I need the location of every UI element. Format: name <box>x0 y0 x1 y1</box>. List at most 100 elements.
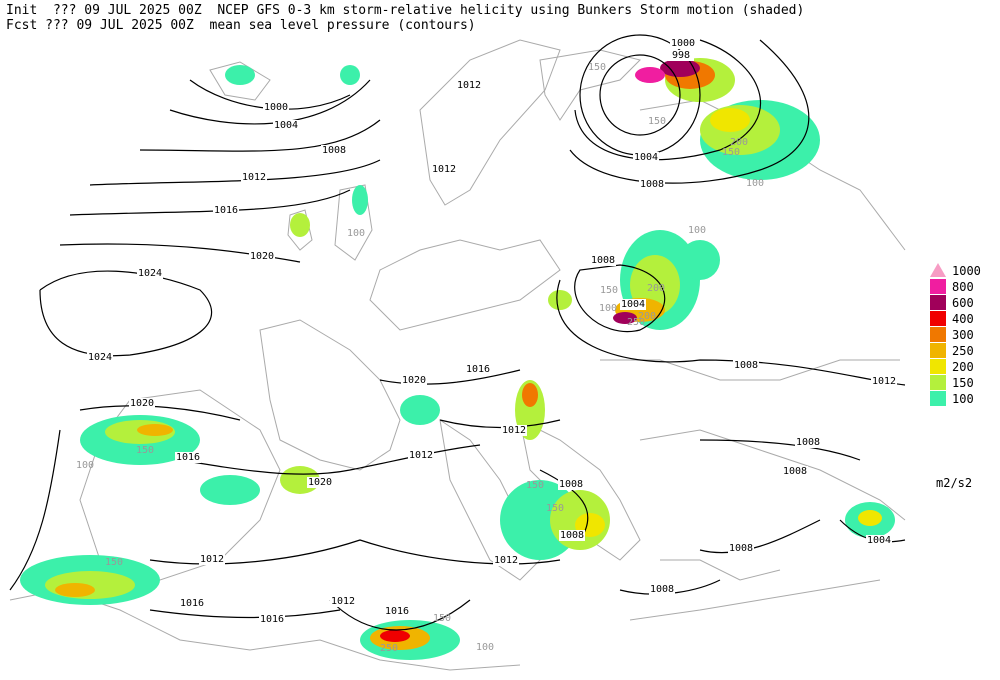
legend-label: 600 <box>952 296 974 310</box>
contour-label: 1020 <box>402 375 426 386</box>
legend-label: 100 <box>952 392 974 406</box>
contour-label-bg <box>129 398 155 409</box>
contour-label: 1008 <box>729 543 753 554</box>
contour-label: 1008 <box>640 179 664 190</box>
contour-label-bg <box>249 251 275 262</box>
contour-label-bg <box>213 205 239 216</box>
contour-label-bg <box>408 450 434 461</box>
helicity-area <box>137 424 173 436</box>
header-line-1: Init ??? 09 JUL 2025 00Z NCEP GFS 0-3 km… <box>6 3 804 18</box>
helicity-label: 100 <box>746 178 764 189</box>
header-line-2: Fcst ??? 09 JUL 2025 00Z mean sea level … <box>6 18 476 33</box>
contour-labels: 1000 1004 1008 1012 1016 1020 1024 1024 1012 1012… <box>87 38 897 625</box>
legend-swatch <box>930 295 946 310</box>
legend-label: 300 <box>952 328 974 342</box>
isobars <box>9 34 906 631</box>
contour-label-bg <box>871 376 897 387</box>
helicity-label: 100 <box>76 460 94 471</box>
contour-label-bg <box>590 255 616 266</box>
contour-label-bg <box>668 50 694 61</box>
contour-label-bg <box>795 437 821 448</box>
contour-label-bg <box>649 584 675 595</box>
helicity-area <box>635 67 665 83</box>
helicity-area <box>400 395 440 425</box>
legend-swatch <box>930 279 946 294</box>
contour-label: 1004 <box>621 299 645 310</box>
contour-label: 1012 <box>502 425 526 436</box>
helicity-label: 200 <box>647 283 665 294</box>
contour-label: 1016 <box>385 606 409 617</box>
helicity-area <box>290 213 310 237</box>
contour-label: 1012 <box>242 172 266 183</box>
contour-label-bg <box>330 596 356 607</box>
contour-label: 1016 <box>176 452 200 463</box>
contour-label-bg <box>456 80 482 91</box>
contour-label-bg <box>199 554 225 565</box>
helicity-label: 200 <box>638 311 656 322</box>
contour-label: 1012 <box>872 376 896 387</box>
contour-label-bg <box>866 535 892 546</box>
contour-label: 1008 <box>734 360 758 371</box>
helicity-label: 150 <box>433 613 451 624</box>
contour-label-bg <box>431 164 457 175</box>
legend-swatch <box>930 359 946 374</box>
helicity-label: 150 <box>722 147 740 158</box>
contour-label-bg <box>259 614 285 625</box>
contour-label: 1000 <box>671 38 695 49</box>
helicity-area <box>225 65 255 85</box>
contour-label: 1012 <box>457 80 481 91</box>
contour-label-bg <box>465 364 491 375</box>
helicity-area <box>858 510 882 526</box>
contour-label: 1008 <box>560 530 584 541</box>
helicity-label: 150 <box>546 503 564 514</box>
helicity-area <box>522 383 538 407</box>
contour-label: 1004 <box>274 120 298 131</box>
contour-label-bg <box>633 152 659 163</box>
contour-label-bg <box>241 172 267 183</box>
helicity-label: 250 <box>627 317 645 328</box>
helicity-area <box>548 290 572 310</box>
contour-label: 1008 <box>559 479 583 490</box>
legend-swatch <box>930 327 946 342</box>
contour-label: 1008 <box>650 584 674 595</box>
helicity-area <box>380 630 410 642</box>
helicity-label: 150 <box>600 285 618 296</box>
contour-label: 1016 <box>214 205 238 216</box>
helicity-area <box>45 571 135 599</box>
legend-swatch <box>930 311 946 326</box>
helicity-area <box>613 312 637 324</box>
contour-label: 1012 <box>432 164 456 175</box>
helicity-area <box>352 185 368 215</box>
contour-label-bg <box>558 479 584 490</box>
contour-label: 1008 <box>796 437 820 448</box>
helicity-area <box>660 59 700 77</box>
helicity-label: 250 <box>380 643 398 654</box>
contour-label-bg <box>501 425 527 436</box>
helicity-area <box>710 108 750 132</box>
contour-label-bg <box>321 145 347 156</box>
contour-label-bg <box>401 375 427 386</box>
contour-label: 1012 <box>200 554 224 565</box>
contour-label-bg <box>137 268 163 279</box>
contour-label: 1008 <box>322 145 346 156</box>
contour-label: 1012 <box>494 555 518 566</box>
contour-label: 1008 <box>783 466 807 477</box>
legend-swatch <box>930 375 946 390</box>
contour-label: 1020 <box>308 477 332 488</box>
helicity-label: 100 <box>347 228 365 239</box>
legend-label: 150 <box>952 376 974 390</box>
contour-label: 1024 <box>138 268 162 279</box>
legend-swatch <box>930 263 946 277</box>
helicity-label: 150 <box>588 62 606 73</box>
contour-label-bg <box>87 352 113 363</box>
contour-label-bg <box>620 299 646 310</box>
contour-label-bg <box>263 102 289 113</box>
contour-label-bg <box>559 530 585 541</box>
legend-swatch <box>930 343 946 358</box>
contour-label: 1004 <box>634 152 658 163</box>
contour-label: 1020 <box>130 398 154 409</box>
legend-label: 200 <box>952 360 974 374</box>
contour-label: 1008 <box>591 255 615 266</box>
legend-label: 400 <box>952 312 974 326</box>
